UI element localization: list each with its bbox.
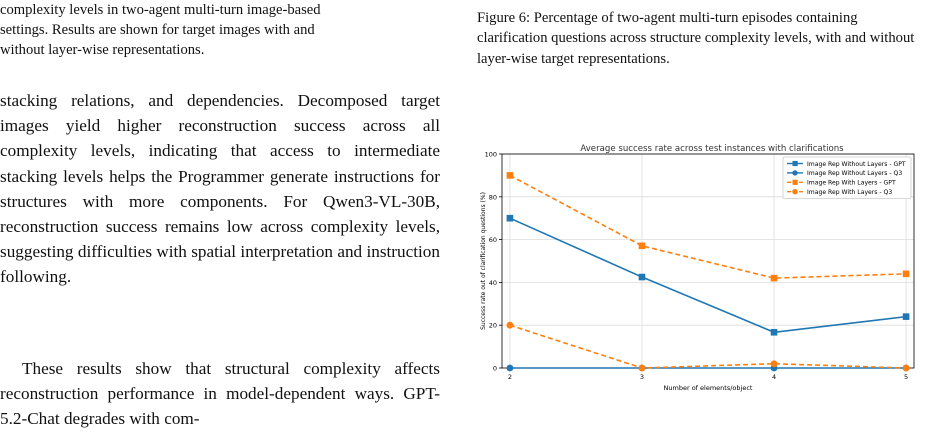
series-line-1 <box>509 217 907 334</box>
data-point-circle <box>770 360 778 368</box>
data-point-circle <box>506 321 514 329</box>
body-paragraph-2: These results show that structural compl… <box>0 359 440 429</box>
series-line-3 <box>509 174 907 279</box>
y-tick-label: 0 <box>493 365 497 373</box>
data-point-square <box>506 172 514 179</box>
legend-marker-circle <box>792 189 798 195</box>
x-tick-label: 4 <box>772 373 776 381</box>
figure-6-caption: Figure 6: Percentage of two-agent multi-… <box>477 10 915 67</box>
x-axis-label: Number of elements/object <box>664 384 753 392</box>
data-point-square <box>902 313 910 320</box>
data-point-square <box>770 328 778 336</box>
data-point-square <box>902 270 910 278</box>
chart-title: Average success rate across test instanc… <box>580 144 844 154</box>
data-point-square <box>770 274 778 282</box>
legend-box <box>782 156 912 199</box>
x-tick-label: 5 <box>904 373 908 381</box>
y-tick-label: 100 <box>485 151 497 159</box>
legend-entry: Image Rep With Layers - Q3 <box>807 189 892 196</box>
x-tick-label: 2 <box>508 373 512 381</box>
y-axis-label: Success rate out of clarification questi… <box>480 192 487 330</box>
x-tick-label: 3 <box>640 373 644 381</box>
chart-svg: 0 20 40 60 80 100 2 3 4 5 Average success rate acr… <box>480 144 915 392</box>
y-tick-label: 40 <box>489 279 497 287</box>
line-chart: 0 20 40 60 80 100 2 3 4 5 Average success rate acr… <box>477 140 928 410</box>
legend-entry: Image Rep Without Layers - GPT <box>807 161 906 168</box>
legend-marker-circle <box>792 170 798 176</box>
y-tick-label: 20 <box>489 322 497 330</box>
left-column: complexity levels in two-agent multi-tur… <box>0 0 450 428</box>
data-point-square <box>638 273 646 281</box>
legend-entry: Image Rep Without Layers - Q3 <box>807 170 902 177</box>
data-point-circle <box>506 364 514 372</box>
y-tick-label: 60 <box>489 236 497 244</box>
data-point-circle <box>902 364 910 372</box>
series-line-4 <box>509 324 907 369</box>
body-paragraph-1: stacking relations, and dependencies. De… <box>0 91 440 287</box>
data-point-square <box>638 242 646 250</box>
y-tick-label: 80 <box>489 193 497 201</box>
data-point-square <box>506 214 514 222</box>
previous-figure-caption-fragment: complexity levels in two-agent multi-tur… <box>0 2 321 58</box>
legend-marker-square <box>792 179 798 185</box>
data-point-circle <box>638 364 646 372</box>
legend-marker-square <box>792 160 798 167</box>
legend-entry: Image Rep With Layers - GPT <box>807 180 896 187</box>
